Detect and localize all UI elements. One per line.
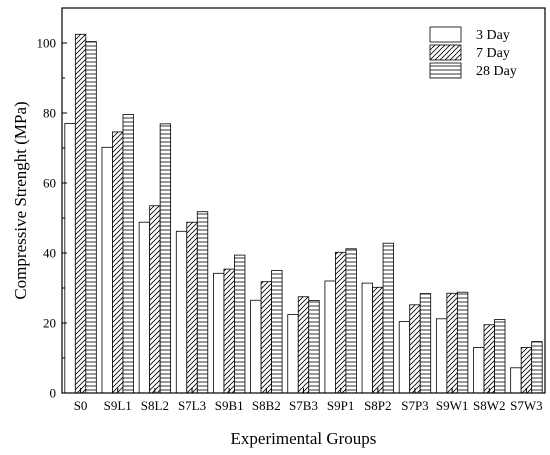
bar-S8B2-7-day (260, 281, 272, 394)
bar-S9B1-3-day (213, 272, 225, 394)
legend: 3 Day 7 Day 28 Day (428, 25, 536, 81)
x-tick-label: S9L1 (104, 398, 132, 413)
bar-S8P2-28-day (382, 242, 394, 394)
bar-S7P3-3-day (398, 321, 411, 394)
x-tick-label: S7W3 (510, 398, 543, 413)
bar-S9P1-28-day (345, 248, 357, 394)
x-tick-label: S9W1 (436, 398, 469, 413)
y-axis-title: Compressive Strenght (MPa) (11, 101, 30, 299)
bar-S9P1-7-day (335, 251, 347, 394)
legend-label: 28 Day (476, 64, 517, 79)
x-axis-title: Experimental Groups (231, 429, 377, 448)
y-tick-label: 60 (43, 176, 56, 191)
bar-S8W2-3-day (473, 347, 485, 394)
x-tick-label: S7B3 (289, 398, 318, 413)
bar-S7B3-28-day (308, 300, 320, 394)
bar-S9W1-28-day (456, 291, 469, 394)
legend-swatch (429, 26, 462, 43)
bar-S7L3-28-day (196, 211, 209, 394)
y-tick-label: 100 (37, 36, 57, 51)
bar-S8B2-3-day (250, 299, 262, 394)
bar-S7B3-3-day (287, 314, 299, 394)
bar-S7L3-3-day (175, 230, 188, 394)
bar-S9W1-7-day (446, 292, 458, 394)
y-tick-label: 80 (43, 106, 56, 121)
bar-S9P1-3-day (324, 280, 336, 394)
legend-label: 3 Day (476, 28, 510, 43)
bar-S9L1-28-day (122, 114, 134, 394)
bar-S7B3-7-day (297, 296, 310, 394)
x-tick-label: S0 (74, 398, 88, 413)
bar-S7L3-7-day (186, 221, 198, 394)
y-tick-label: 40 (43, 246, 56, 261)
x-tick-label: S8W2 (473, 398, 506, 413)
bar-S7W3-3-day (510, 367, 522, 394)
x-tick-label: S8P2 (364, 398, 391, 413)
x-axis: S0 S9L1 S8L2 S7L3 S9B1 S8B2 S7B3 S9P1 S8P2 S7P3 S9… (74, 388, 543, 413)
bar-S9L1-3-day (101, 146, 113, 394)
x-tick-label: S7L3 (178, 398, 206, 413)
legend-label: 7 Day (476, 46, 510, 61)
bar-S9B1-28-day (234, 254, 246, 394)
bar-S8L2-28-day (159, 123, 172, 394)
bar-S9L1-7-day (112, 131, 124, 394)
bar-S8L2-7-day (149, 205, 161, 394)
y-tick-label: 20 (43, 316, 56, 331)
bar-S8W2-28-day (494, 319, 506, 394)
bar-S9W1-3-day (435, 318, 448, 394)
bar-S8P2-7-day (372, 286, 384, 394)
bar-S7W3-7-day (520, 347, 533, 394)
x-tick-label: S8L2 (141, 398, 169, 413)
legend-swatch (429, 62, 462, 79)
bar-S7W3-28-day (531, 341, 543, 394)
bar-S0-28-day (85, 41, 97, 394)
bar-S8W2-7-day (483, 324, 495, 394)
y-axis: 0 20 40 60 80 100 (37, 36, 67, 401)
bar-S8B2-28-day (271, 270, 283, 394)
bar-S0-7-day (74, 33, 87, 394)
x-tick-label: S9B1 (215, 398, 244, 413)
bars-group (64, 33, 543, 394)
bar-S7P3-7-day (409, 304, 421, 394)
x-tick-label: S9P1 (327, 398, 354, 413)
bar-S8P2-3-day (361, 282, 373, 394)
bar-S8L2-3-day (138, 221, 151, 394)
bar-S0-3-day (64, 123, 76, 394)
bar-S7P3-28-day (419, 293, 432, 394)
legend-swatch (429, 44, 462, 61)
y-tick-label: 0 (50, 386, 57, 401)
bar-S9B1-7-day (223, 268, 235, 394)
x-tick-label: S8B2 (252, 398, 281, 413)
x-tick-label: S7P3 (401, 398, 428, 413)
